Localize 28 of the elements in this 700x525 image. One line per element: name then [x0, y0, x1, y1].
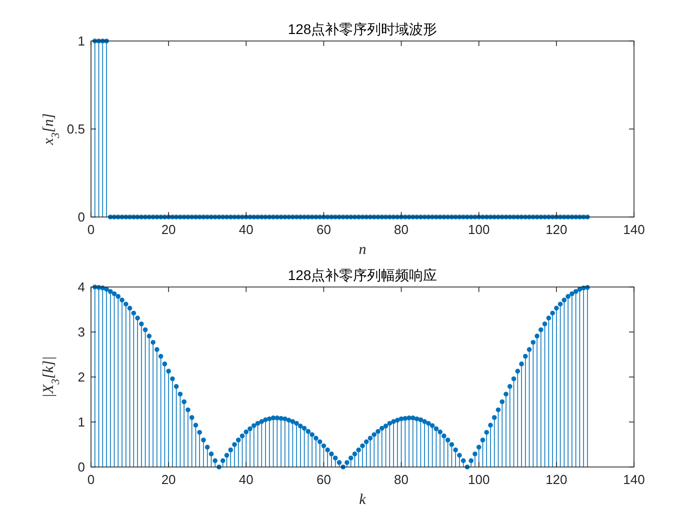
y-tick-label: 4	[78, 280, 85, 294]
x-tick-label: 20	[161, 472, 176, 487]
y-tick-label: 1	[78, 34, 85, 48]
x-tick-label: 60	[316, 222, 331, 237]
x-tick-label: 20	[161, 222, 176, 237]
x-tick-label: 80	[394, 472, 409, 487]
x-tick-label: 0	[87, 222, 95, 237]
x-axis-title: k	[359, 492, 366, 508]
y-tick-label: 0	[78, 210, 85, 224]
x-tick-label: 40	[238, 472, 254, 487]
x-tick-label: 40	[238, 222, 254, 237]
y-tick-label: 0	[78, 460, 85, 474]
x-tick-label: 120	[546, 222, 568, 237]
x-tick-label: 60	[316, 472, 331, 487]
y-tick-label: 2	[78, 370, 85, 384]
chart-title: 128点补零序列幅频响应	[288, 267, 438, 283]
y-tick-label: 1	[78, 414, 85, 430]
x-tick-label: 80	[394, 222, 409, 237]
x-tick-label: 100	[468, 472, 490, 487]
chart-title: 128点补零序列时域波形	[288, 21, 438, 37]
x-tick-label: 0	[87, 472, 95, 487]
y-tick-label: 0.5	[66, 122, 85, 136]
x-axis-title: n	[358, 242, 366, 258]
x-tick-label: 140	[623, 222, 645, 237]
y-tick-label: 3	[78, 324, 85, 340]
x-tick-label: 140	[623, 472, 645, 487]
x-tick-label: 120	[546, 472, 568, 487]
x-tick-label: 100	[468, 222, 490, 237]
